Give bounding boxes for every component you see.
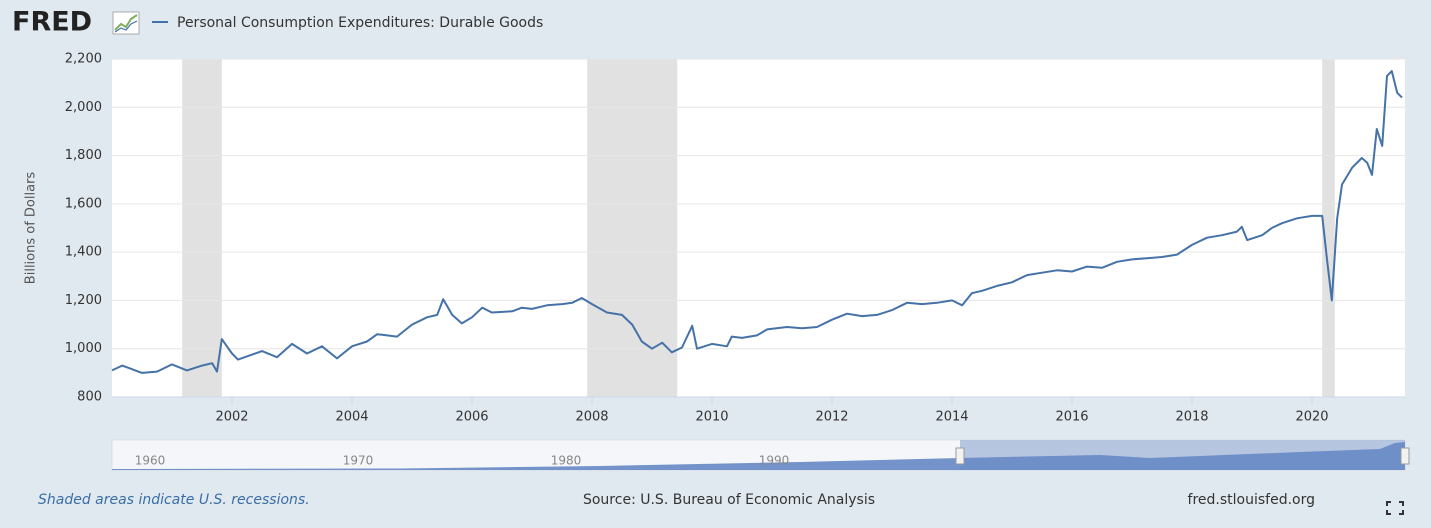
x-tick-label: 2014 (935, 410, 968, 425)
x-tick-label: 2008 (575, 410, 608, 425)
y-tick-label: 2,200 (65, 52, 102, 67)
y-tick-label: 1,600 (65, 196, 102, 211)
recession-shade (587, 59, 678, 397)
x-tick-label: 2016 (1055, 410, 1088, 425)
navigator-label: 1990 (759, 454, 790, 468)
x-tick-label: 2002 (215, 410, 248, 425)
y-tick-label: 1,800 (65, 148, 102, 163)
x-tick-label: 2012 (815, 410, 848, 425)
x-tick-label: 2006 (455, 410, 488, 425)
series-line (111, 70, 1403, 374)
x-tick-label: 2010 (695, 410, 728, 425)
y-axis-label: Billions of Dollars (24, 172, 39, 285)
navigator-label: 1980 (551, 454, 582, 468)
navigator (111, 439, 1410, 471)
plot (111, 58, 1405, 398)
navigator-label: 1970 (343, 454, 374, 468)
logo-icon (112, 11, 140, 35)
x-tick-label: 2020 (1295, 410, 1328, 425)
legend-label: Personal Consumption Expenditures: Durab… (177, 15, 543, 31)
navigator-label: 1960 (135, 454, 166, 468)
y-tick-label: 1,400 (65, 245, 102, 260)
y-tick-label: 800 (77, 390, 102, 405)
y-tick-label: 2,000 (65, 100, 102, 115)
recession-shade (182, 59, 222, 397)
fullscreen-icon[interactable] (1386, 501, 1404, 515)
x-tick-label: 2004 (335, 410, 368, 425)
x-tick-label: 2018 (1175, 410, 1208, 425)
recession-note: Shaded areas indicate U.S. recessions. (38, 492, 310, 508)
recession-shade (1322, 59, 1335, 397)
source: Source: U.S. Bureau of Economic Analysis (583, 492, 875, 508)
y-tick-label: 1,200 (65, 293, 102, 308)
plot-area (112, 59, 1405, 397)
site: fred.stlouisfed.org (1188, 492, 1315, 508)
y-tick-label: 1,000 (65, 341, 102, 356)
logo: FRED (12, 7, 92, 38)
